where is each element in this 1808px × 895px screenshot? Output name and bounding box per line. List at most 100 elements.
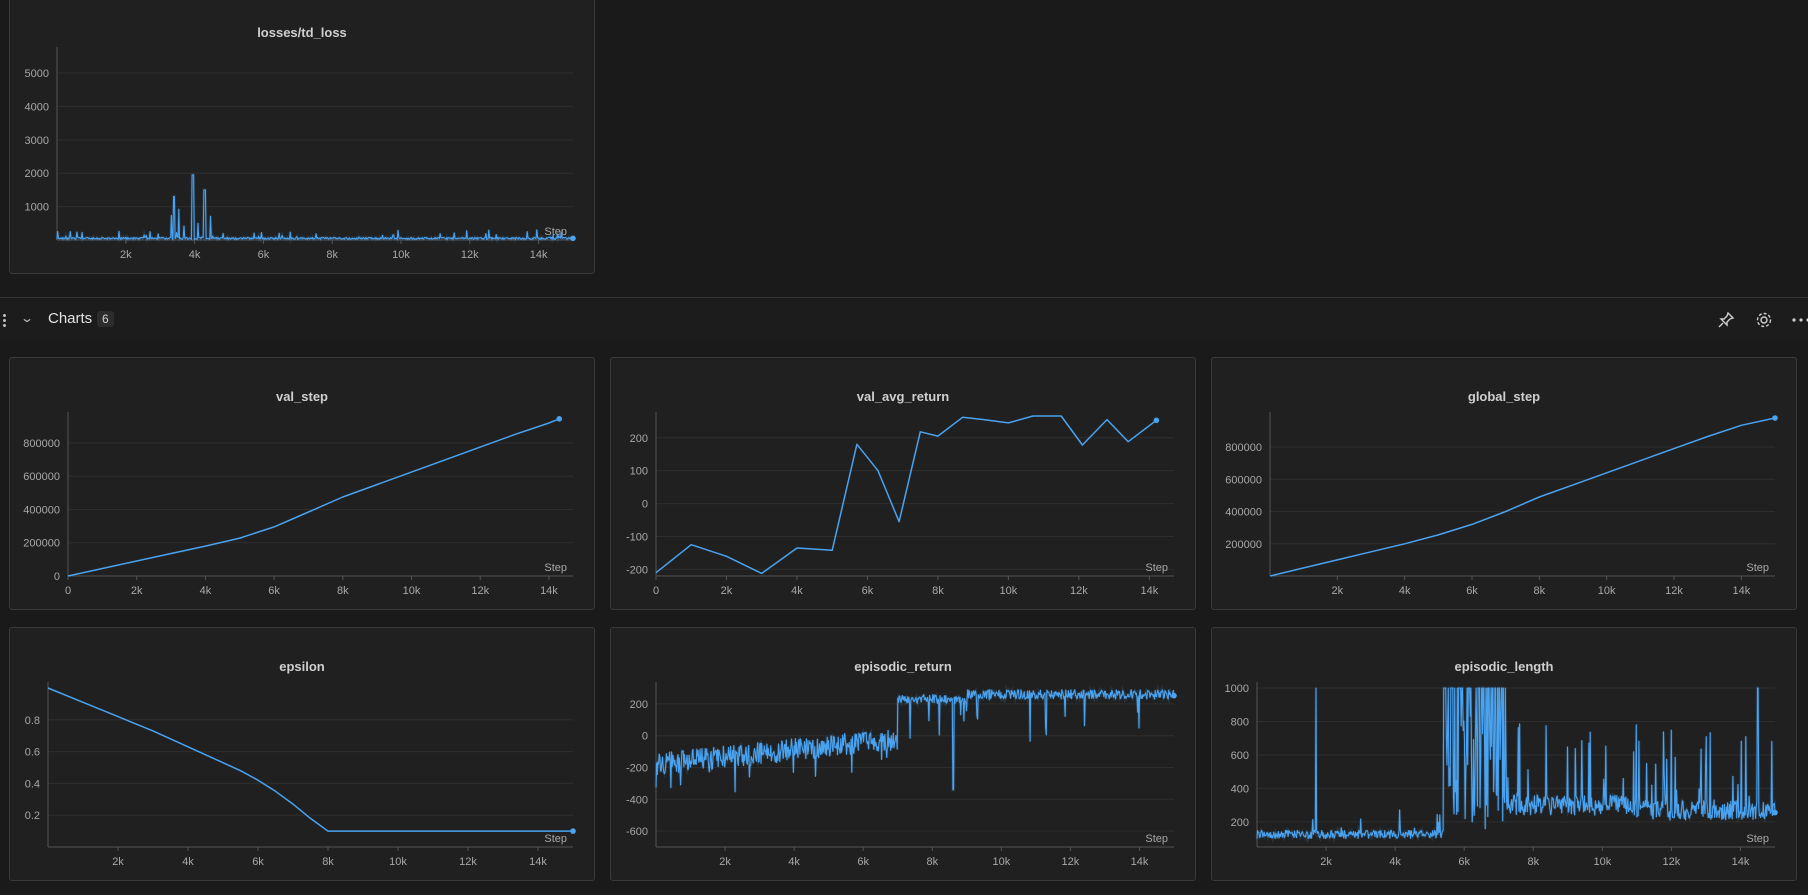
- chart-title: losses/td_loss: [257, 25, 347, 40]
- more-icon[interactable]: [1790, 309, 1808, 331]
- y-tick-label: 600: [1231, 750, 1249, 762]
- y-tick-label: 3000: [25, 135, 49, 147]
- section-header-charts: ⌄ Charts 6: [0, 297, 1808, 343]
- series-end-point: [1772, 415, 1778, 421]
- series-end-point: [1171, 692, 1177, 699]
- chart-title: epsilon: [279, 659, 325, 674]
- section-title[interactable]: Charts: [48, 310, 93, 327]
- x-tick-label: 8k: [1527, 856, 1539, 868]
- series-line: [1256, 687, 1776, 840]
- series-line: [1269, 417, 1776, 577]
- y-tick-label: 0.8: [25, 715, 40, 727]
- x-tick-label: 14k: [1140, 585, 1158, 597]
- y-tick-label: -400: [626, 794, 648, 806]
- y-tick-label: 600000: [1225, 474, 1262, 486]
- y-tick-label: 100: [630, 466, 648, 478]
- chart-panel-epsilon[interactable]: epsilon 0.2 0.4 0.6 0.8 2k 4k 6k 8k 10k 12k 14k Ste…: [9, 627, 595, 881]
- x-tick-label: 6k: [258, 249, 270, 261]
- x-tick-label: 8k: [926, 856, 938, 868]
- y-tick-label: 0: [642, 499, 648, 511]
- x-tick-label: 8k: [932, 585, 944, 597]
- x-tick-label: 0: [653, 585, 659, 597]
- y-tick-label: 800000: [23, 438, 60, 450]
- x-tick-label: 14k: [1131, 856, 1149, 868]
- y-tick-label: -200: [626, 564, 648, 576]
- y-tick-label: 2000: [25, 168, 49, 180]
- x-axis-label: Step: [1746, 833, 1769, 845]
- chart-panel-val-avg-return[interactable]: val_avg_return -200 -100 0 100 200 0 2k 4k 6k 8k 1…: [610, 357, 1196, 610]
- y-tick-label: 0: [54, 571, 60, 583]
- x-axis-label: Step: [1746, 562, 1769, 574]
- x-tick-label: 2k: [719, 856, 731, 868]
- x-tick-label: 10k: [1000, 585, 1018, 597]
- x-tick-label: 12k: [461, 249, 479, 261]
- x-tick-label: 12k: [1665, 585, 1683, 597]
- x-tick-label: 6k: [857, 856, 869, 868]
- series-end-point: [556, 416, 563, 422]
- x-tick-label: 10k: [392, 249, 410, 261]
- y-tick-label: 5000: [25, 68, 49, 80]
- x-tick-label: 10k: [403, 585, 421, 597]
- chart-panel-val-step[interactable]: val_step 0 200000 400000 600000 800000 0 2k 4k 6…: [9, 357, 595, 610]
- x-tick-label: 6k: [1466, 585, 1478, 597]
- series-line-shadow: [1255, 686, 1777, 845]
- chart-svg: 200000 400000 600000 800000 2k 4k 6k 8k 10k 12k 14…: [1225, 412, 1778, 597]
- chart-svg: -600 -400 -200 0 200 2k 4k 6k 8k 10k 12k 14k Step: [626, 682, 1177, 868]
- y-tick-label: 200000: [1225, 539, 1262, 551]
- x-tick-label: 14k: [1732, 856, 1750, 868]
- chart-panel-td-loss[interactable]: losses/td_loss 1000 2000 3000 4000 5000 2k 4k 6…: [9, 0, 595, 274]
- chart-svg: 0 200000 400000 600000 800000 0 2k 4k 6k 8k 10k 12k…: [23, 412, 573, 597]
- x-axis-label: Step: [1145, 833, 1168, 845]
- series-line: [655, 689, 1175, 793]
- chart-svg: -200 -100 0 100 200 0 2k 4k 6k 8k 10k 12k 14k Step: [626, 412, 1174, 597]
- series-line: [56, 174, 574, 240]
- y-tick-label: -200: [626, 763, 648, 775]
- x-tick-label: 8k: [326, 249, 338, 261]
- x-tick-label: 8k: [1534, 585, 1546, 597]
- series-line: [47, 687, 573, 832]
- pin-icon[interactable]: [1715, 309, 1737, 331]
- x-tick-label: 12k: [1070, 585, 1088, 597]
- x-tick-label: 6k: [268, 585, 280, 597]
- chart-svg: 200 400 600 800 1000 2k 4k 6k 8k 10k 12k 14k Step: [1225, 682, 1778, 868]
- series-line-shadow: [654, 684, 1176, 792]
- x-tick-label: 2k: [721, 585, 733, 597]
- x-tick-label: 10k: [389, 856, 407, 868]
- chart-panel-global-step[interactable]: global_step 200000 400000 600000 800000 2k 4k…: [1211, 357, 1797, 610]
- chart-panel-episodic-return[interactable]: episodic_return -600 -400 -200 0 200 2k 4k 6k 8k…: [610, 627, 1196, 881]
- y-tick-label: 0: [642, 731, 648, 743]
- section-count-badge: 6: [97, 311, 114, 327]
- y-tick-label: 200: [1231, 817, 1249, 829]
- y-tick-label: 4000: [25, 101, 49, 113]
- gear-icon[interactable]: [1753, 309, 1775, 331]
- drag-handle-icon[interactable]: [3, 314, 6, 328]
- y-tick-label: 0.6: [25, 747, 40, 759]
- x-tick-label: 12k: [471, 585, 489, 597]
- x-tick-label: 4k: [200, 585, 212, 597]
- series-end-point: [570, 235, 576, 242]
- x-axis-label: Step: [544, 833, 567, 845]
- y-tick-label: 800: [1231, 716, 1249, 728]
- y-tick-label: 0.2: [25, 810, 40, 822]
- x-tick-label: 4k: [1399, 585, 1411, 597]
- x-tick-label: 2k: [112, 856, 124, 868]
- x-tick-label: 4k: [1389, 856, 1401, 868]
- y-tick-label: 600000: [23, 471, 60, 483]
- x-tick-label: 6k: [252, 856, 264, 868]
- series-end-point: [1153, 417, 1160, 424]
- series-end-point: [1772, 809, 1778, 816]
- x-tick-label: 14k: [1732, 585, 1750, 597]
- y-tick-label: 1000: [1225, 683, 1249, 695]
- y-tick-label: 200000: [23, 538, 60, 550]
- x-tick-label: 10k: [1593, 856, 1611, 868]
- series-end-point: [570, 828, 576, 834]
- chart-title: episodic_length: [1454, 659, 1554, 674]
- chevron-down-icon[interactable]: ⌄: [19, 311, 35, 325]
- x-tick-label: 4k: [182, 856, 194, 868]
- y-tick-label: 400: [1231, 783, 1249, 795]
- x-tick-label: 2k: [1320, 856, 1332, 868]
- x-tick-label: 2k: [120, 249, 132, 261]
- chart-title: val_step: [275, 389, 329, 404]
- chart-panel-episodic-length[interactable]: episodic_length 200 400 600 800 1000 2k 4k 6k 8k…: [1211, 627, 1797, 881]
